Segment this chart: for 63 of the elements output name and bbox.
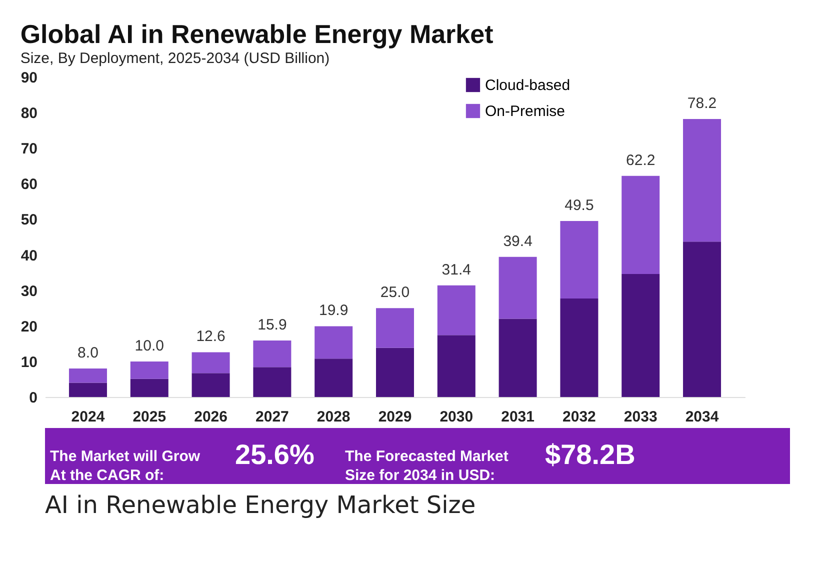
x-tick-label: 2031 (501, 408, 534, 426)
bar (130, 378, 168, 397)
text: The Forecasted Market Size for 2034 in USD: (345, 448, 508, 484)
text: $78.2B (545, 439, 636, 470)
total-label: 62.2 (626, 152, 656, 169)
chart-title: Global AI in Renewable Energy Market (20, 19, 494, 49)
bar (192, 373, 230, 397)
y-tick-label: 60 (20, 176, 38, 194)
y-tick-label: 40 (20, 247, 38, 264)
bar (253, 367, 292, 397)
y-tick-label: 10 (20, 354, 38, 371)
x-tick-label: 2033 (624, 408, 658, 426)
text: 25.6% (235, 439, 314, 470)
total-label: 31.4 (442, 261, 472, 278)
bar (376, 348, 414, 397)
y-tick-label: 90 (20, 70, 38, 86)
bar (683, 118, 722, 242)
bar (683, 242, 722, 397)
bar (192, 352, 230, 374)
total-label: 8.0 (78, 344, 98, 362)
total-label: 10.0 (134, 337, 164, 354)
x-tick-label: 2024 (71, 408, 106, 426)
bar (437, 285, 476, 336)
bar (314, 326, 353, 359)
y-tick-label: 80 (20, 105, 38, 122)
text: AI in Renewable Energy Market Size (45, 491, 476, 519)
total-label: 15.9 (258, 316, 287, 334)
x-tick-label: 2034 (685, 408, 720, 426)
bar (253, 340, 292, 368)
bar (68, 382, 107, 397)
total-label: 12.6 (196, 328, 226, 346)
bar (622, 176, 660, 274)
chart-subtitle: Size, By Deployment, 2025-2034 (USD Billion) (20, 50, 330, 67)
total-label: 49.5 (564, 197, 594, 214)
y-tick-label: 20 (20, 318, 38, 336)
total-label: 39.4 (503, 232, 532, 250)
x-tick-label: 2032 (562, 408, 596, 426)
legend-label: On-Premise (485, 103, 566, 120)
text: The Market will Grow At the CAGR of: (50, 448, 200, 484)
y-tick-label: 30 (20, 282, 38, 300)
bar (560, 221, 598, 299)
bar (68, 368, 107, 383)
bar (130, 361, 168, 379)
legend-label: Cloud-based (485, 77, 570, 94)
bar (498, 256, 537, 319)
bar (622, 274, 660, 397)
bar (498, 318, 537, 397)
bar (437, 335, 476, 397)
y-tick-label: 0 (29, 390, 38, 406)
x-tick-label: 2030 (440, 408, 474, 426)
x-tick-label: 2029 (378, 408, 412, 426)
y-tick-label: 70 (20, 140, 38, 158)
total-label: 25.0 (380, 284, 410, 302)
y-tick-label: 50 (20, 212, 38, 229)
x-tick-label: 2026 (194, 408, 228, 426)
bar (376, 308, 414, 348)
x-tick-label: 2028 (316, 408, 350, 426)
total-label: 19.9 (318, 302, 348, 320)
x-tick-label: 2025 (132, 408, 166, 426)
bar (314, 358, 353, 397)
x-tick-label: 2027 (256, 408, 289, 426)
total-label: 78.2 (687, 94, 717, 112)
bar (560, 298, 598, 397)
